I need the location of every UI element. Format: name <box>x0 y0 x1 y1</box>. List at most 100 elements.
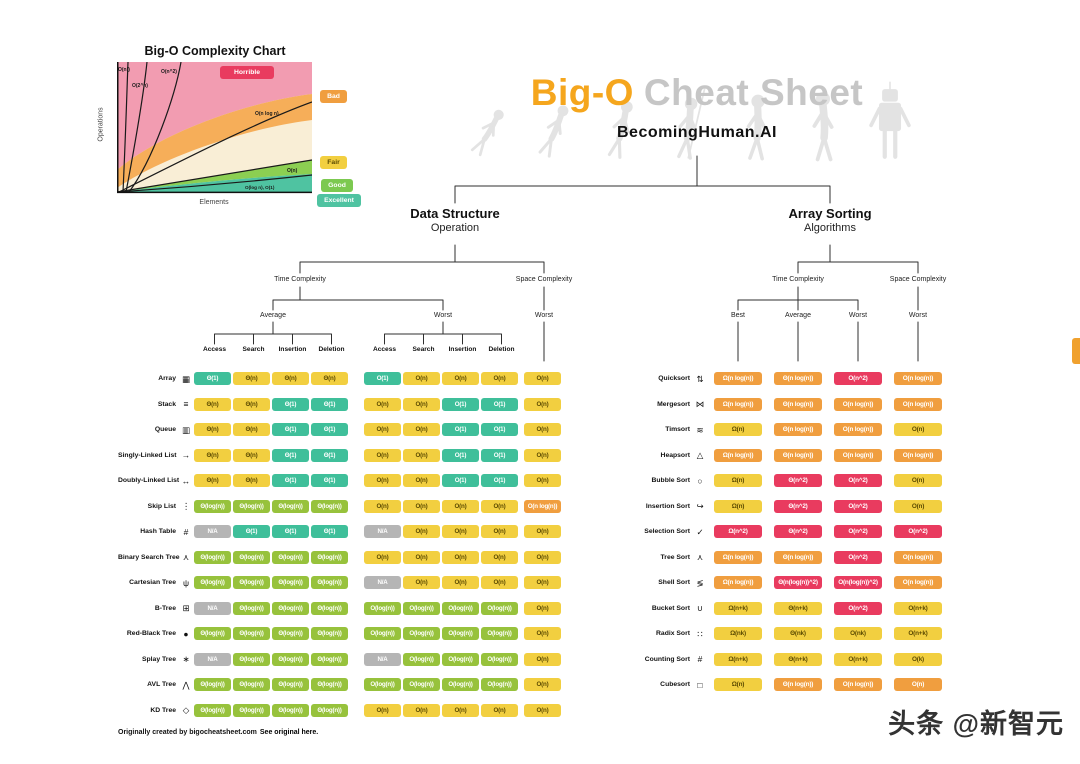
complexity-badge: Θ(n^2) <box>774 499 822 513</box>
complexity-badge: O(n) <box>403 397 440 411</box>
complexity-badge: Θ(1) <box>311 525 348 539</box>
row-label: Timsort <box>665 426 690 434</box>
complexity-badge: O(n) <box>524 576 561 590</box>
row-label: Red-Black Tree <box>126 630 176 638</box>
curve-label-linear: O(n) <box>287 168 298 174</box>
complexity-badge: O(1) <box>442 397 479 411</box>
as-time-complexity-label: Time Complexity <box>772 276 824 283</box>
complexity-badge: Θ(log(n)) <box>311 550 348 564</box>
as-average-label: Average <box>785 312 811 319</box>
complexity-badge: O(n) <box>403 423 440 437</box>
footer-original-link[interactable]: See original here. <box>259 729 319 736</box>
table-row-avl-tree: AVL Tree ⋀ Θ(log(n)) Θ(log(n)) Θ(log(n)) Θ(lo… <box>118 672 563 698</box>
complexity-badge: O(n) <box>524 397 561 411</box>
complexity-badge: Θ(1) <box>311 448 348 462</box>
complexity-badge: O(1) <box>442 474 479 488</box>
array-sorting-title: Array Sorting <box>788 206 872 221</box>
as-best-label: Best <box>730 312 746 319</box>
poster-title-rest: Cheat Sheet <box>643 72 864 113</box>
complexity-badge: Θ(n) <box>311 372 348 386</box>
complexity-badge: O(1) <box>364 372 401 386</box>
row-label: Singly-Linked List <box>118 451 177 459</box>
zone-badge-excellent: Excellent <box>317 194 361 207</box>
stack-icon: ≡ <box>183 399 189 410</box>
complexity-badge: Θ(n) <box>272 372 309 386</box>
complexity-badge: O(n^2) <box>834 550 882 564</box>
watermark: 头条 @新智元 <box>888 709 1064 739</box>
singly-linked-list-icon: → <box>181 450 191 461</box>
complexity-badge: Θ(n log(n)) <box>774 550 822 564</box>
complexity-badge: O(n^2) <box>834 499 882 513</box>
complexity-badge: Θ(n) <box>233 423 270 437</box>
complexity-badge: O(n log(n)) <box>834 678 882 692</box>
complexity-badge: Ω(n+k) <box>714 601 762 615</box>
row-label: Heapsort <box>660 451 690 459</box>
table-row-stack: Stack ≡ Θ(n) Θ(n) Θ(1) Θ(1) O(n) O(n) O(1) O(1) O(… <box>118 392 563 418</box>
table-row-insertion-sort: Insertion Sort ↪ Ω(n) Θ(n^2) O(n^2) O(n) <box>628 494 942 520</box>
complexity-badge: Ω(n log(n)) <box>714 448 762 462</box>
row-label: Cartesian Tree <box>129 579 176 587</box>
data-structure-title: Data Structure <box>410 206 500 221</box>
edge-accent-tab <box>1072 338 1080 364</box>
complexity-badge: Θ(log(n)) <box>311 678 348 692</box>
row-label: Hash Table <box>140 528 176 536</box>
tree-sort-icon: ⋏ <box>696 552 704 563</box>
complexity-badge: Θ(log(n)) <box>272 627 309 641</box>
complexity-badge: O(n) <box>481 499 518 513</box>
array-sorting-table: Quicksort ⇅ Ω(n log(n)) Θ(n log(n)) O(n^2) O(… <box>628 366 942 698</box>
table-row-counting-sort: Counting Sort # Ω(n+k) Θ(n+k) O(n+k) O(k) <box>628 647 942 673</box>
complexity-badge: Θ(log(n)) <box>233 627 270 641</box>
complexity-badge: O(n) <box>524 423 561 437</box>
complexity-badge: O(log(n)) <box>364 627 401 641</box>
row-label: Shell Sort <box>658 579 690 587</box>
table-row-binary-search-tree: Binary Search Tree ⋏ Θ(log(n)) Θ(log(n)) Θ(l… <box>118 545 563 571</box>
row-label: Cubesort <box>660 681 690 689</box>
x-axis-label: Elements <box>199 199 229 206</box>
complexity-badge: Θ(log(n)) <box>194 703 231 717</box>
table-row-shell-sort: Shell Sort ≶ Ω(n log(n)) Θ(n(log(n))^2) O(n(… <box>628 570 942 596</box>
complexity-badge: O(log(n)) <box>403 601 440 615</box>
cartesian-tree-icon: ψ <box>182 577 190 588</box>
counting-sort-icon: # <box>697 654 703 665</box>
table-row-red-black-tree: Red-Black Tree ● Θ(log(n)) Θ(log(n)) Θ(log(n… <box>118 621 563 647</box>
complexity-badge: N/A <box>194 525 231 539</box>
complexity-badge: O(n) <box>524 703 561 717</box>
complexity-badge: O(n log(n)) <box>894 372 942 386</box>
column-header-deletion-avg: Deletion <box>318 346 345 353</box>
column-header-deletion-worst: Deletion <box>488 346 515 353</box>
complexity-badge: Ω(n log(n)) <box>714 397 762 411</box>
row-label: Bucket Sort <box>651 604 690 612</box>
complexity-badge: Θ(log(n)) <box>272 550 309 564</box>
complexity-badge: O(n) <box>442 372 479 386</box>
table-row-quicksort: Quicksort ⇅ Ω(n log(n)) Θ(n log(n)) O(n^2) O(… <box>628 366 942 392</box>
column-header-access-worst: Access <box>372 346 397 353</box>
row-label: Skip List <box>147 502 176 510</box>
complexity-badge: Θ(log(n)) <box>194 550 231 564</box>
complexity-badge: Θ(log(n)) <box>311 499 348 513</box>
binary-search-tree-icon: ⋏ <box>182 552 190 563</box>
row-label: Quicksort <box>658 375 690 383</box>
row-label: Mergesort <box>657 400 690 408</box>
complexity-badge: Θ(n^2) <box>774 525 822 539</box>
complexity-badge: Θ(n log(n)) <box>774 372 822 386</box>
complexity-badge: Θ(1) <box>272 397 309 411</box>
insertion-sort-icon: ↪ <box>696 501 704 512</box>
curve-label-linearithmic: O(n log n) <box>255 111 279 117</box>
complexity-badge: N/A <box>194 601 231 615</box>
table-row-singly-linked-list: Singly-Linked List → Θ(n) Θ(n) Θ(1) Θ(1) O(n) O… <box>118 443 563 469</box>
complexity-badge: O(n) <box>364 703 401 717</box>
complexity-badge: Θ(log(n)) <box>272 678 309 692</box>
complexity-badge: Θ(n) <box>194 397 231 411</box>
queue-icon: ▥ <box>181 424 191 435</box>
complexity-badge: O(1) <box>481 397 518 411</box>
complexity-badge: O(n) <box>364 448 401 462</box>
complexity-badge: O(log(n)) <box>442 652 479 666</box>
footer-credit: Originally created by bigocheatsheet.com… <box>118 729 318 736</box>
timsort-icon: ≋ <box>696 424 704 435</box>
complexity-badge: O(n log(n)) <box>524 499 561 513</box>
complexity-badge: O(n log(n)) <box>834 448 882 462</box>
complexity-badge: O(n) <box>403 448 440 462</box>
cubesort-icon: □ <box>697 679 703 690</box>
row-label: Selection Sort <box>644 528 690 536</box>
complexity-badge: Θ(log(n)) <box>194 627 231 641</box>
